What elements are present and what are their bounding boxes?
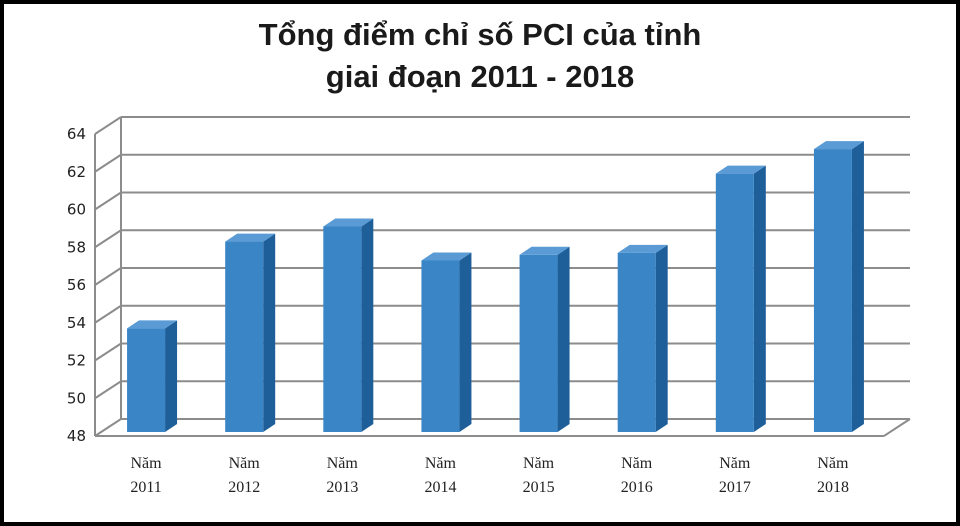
bar-side-2	[361, 218, 374, 432]
gridline-depth-48	[94, 418, 122, 437]
x-tick-label-0-0: Năm	[131, 455, 163, 472]
bar-top-5	[617, 244, 668, 253]
x-tick-label-4-1: 2015	[523, 479, 555, 496]
bar-top-3	[421, 252, 472, 261]
x-tick-label-2-0: Năm	[327, 455, 359, 472]
bar-top-0	[127, 320, 178, 329]
gridline-depth-60	[94, 191, 122, 211]
gridline-depth-58	[94, 229, 122, 249]
bar-side-1	[263, 233, 276, 432]
y-tick-label-48: 48	[67, 427, 86, 445]
bar-4	[519, 254, 558, 432]
bar-0	[127, 328, 166, 432]
bar-7	[813, 149, 852, 432]
bar-top-1	[225, 233, 276, 242]
x-tick-label-7-1: 2018	[817, 479, 849, 496]
y-tick-label-64: 64	[67, 125, 86, 143]
floor-right-edge	[883, 418, 911, 437]
chart-subtitle: giai đoạn 2011 - 2018	[325, 59, 635, 94]
x-tick-label-1-0: Năm	[229, 455, 261, 472]
chart-title: Tổng điểm chỉ số PCI của tỉnh	[258, 17, 702, 52]
bar-side-6	[753, 165, 766, 432]
bar-top-7	[813, 141, 864, 150]
gridline-depth-50	[94, 380, 122, 400]
bar-side-5	[655, 244, 668, 432]
bar-5	[617, 252, 656, 432]
bar-top-2	[323, 218, 374, 227]
x-tick-label-6-1: 2017	[719, 479, 751, 496]
bar-side-3	[459, 252, 472, 432]
gridline-depth-64	[94, 116, 122, 135]
x-tick-label-6-0: Năm	[719, 455, 751, 472]
bar-top-6	[715, 165, 766, 174]
gridline-depth-54	[94, 304, 122, 324]
gridline-depth-62	[94, 153, 122, 173]
bar-top-4	[519, 246, 570, 255]
bar-side-7	[851, 141, 864, 432]
gridline-depth-52	[94, 342, 122, 362]
bar-6	[715, 173, 754, 432]
chart-title-block: Tổng điểm chỉ số PCI của tỉnh giai đoạn …	[0, 14, 960, 98]
y-tick-label-62: 62	[67, 163, 86, 181]
y-tick-label-60: 60	[67, 201, 86, 219]
bar-side-0	[165, 320, 178, 432]
x-tick-label-2-1: 2013	[326, 479, 358, 496]
x-tick-label-1-1: 2012	[228, 479, 260, 496]
y-tick-label-50: 50	[67, 389, 86, 407]
x-tick-label-5-1: 2016	[621, 479, 653, 496]
x-tick-label-5-0: Năm	[621, 455, 653, 472]
bar-1	[225, 241, 264, 432]
bar-side-4	[557, 246, 570, 432]
y-tick-label-54: 54	[67, 314, 86, 332]
gridline-depth-56	[94, 267, 122, 286]
y-tick-label-58: 58	[67, 238, 86, 256]
y-tick-label-52: 52	[67, 352, 86, 370]
bar-3	[421, 260, 460, 432]
x-tick-label-3-1: 2014	[424, 479, 456, 496]
x-tick-label-0-1: 2011	[130, 479, 161, 496]
x-tick-label-7-0: Năm	[817, 455, 849, 472]
x-tick-label-4-0: Năm	[523, 455, 555, 472]
bar-2	[323, 226, 362, 432]
x-tick-label-3-0: Năm	[425, 455, 457, 472]
y-tick-label-56: 56	[67, 276, 86, 294]
